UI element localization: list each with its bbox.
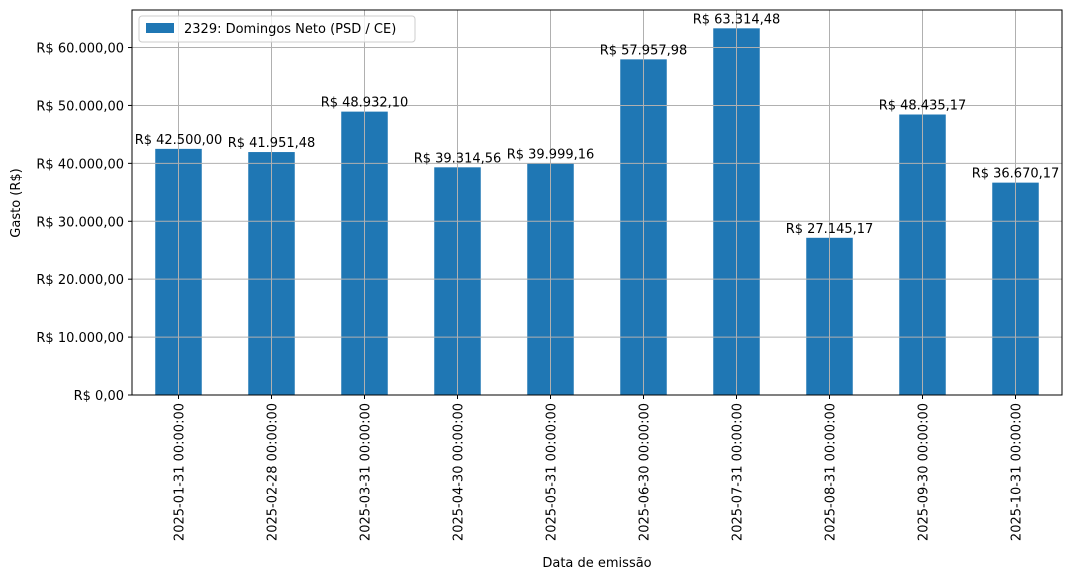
legend: 2329: Domingos Neto (PSD / CE) [138, 15, 416, 43]
data-label: R$ 27.145,17 [786, 222, 874, 237]
data-label: R$ 48.435,17 [879, 99, 967, 114]
legend-label: 2329: Domingos Neto (PSD / CE) [184, 22, 396, 37]
y-tick-label: R$ 30.000,00 [36, 215, 124, 230]
x-tick-label: 2025-05-31 00:00:00 [545, 403, 560, 541]
data-label: R$ 63.314,48 [693, 12, 781, 27]
data-label: R$ 42.500,00 [135, 133, 223, 148]
legend-box [138, 15, 416, 43]
data-label: R$ 36.670,17 [972, 167, 1060, 182]
plot-frame [131, 9, 1063, 396]
x-tick-label: 2025-10-31 00:00:00 [1010, 403, 1025, 541]
x-tick-label: 2025-06-30 00:00:00 [638, 403, 653, 541]
legend-swatch [146, 23, 174, 33]
y-tick-label: R$ 40.000,00 [36, 157, 124, 172]
data-label: R$ 48.932,10 [321, 96, 409, 111]
x-tick-label: 2025-04-30 00:00:00 [452, 403, 467, 541]
y-tick-label: R$ 50.000,00 [36, 99, 124, 114]
x-tick-label: 2025-02-28 00:00:00 [266, 403, 281, 541]
x-axis-label: Data de emissão [542, 556, 651, 571]
x-tick-label: 2025-01-31 00:00:00 [173, 403, 188, 541]
x-tick-label: 2025-03-31 00:00:00 [359, 403, 374, 541]
data-label: R$ 41.951,48 [228, 136, 316, 151]
data-label: R$ 39.999,16 [507, 147, 595, 162]
x-tick-label: 2025-09-30 00:00:00 [917, 403, 932, 541]
y-tick-label: R$ 60.000,00 [36, 42, 124, 57]
data-label: R$ 39.314,56 [414, 151, 502, 166]
y-tick-label: R$ 20.000,00 [36, 273, 124, 288]
data-label: R$ 57.957,98 [600, 43, 688, 58]
y-tick-label: R$ 0,00 [74, 389, 124, 404]
y-tick-label: R$ 10.000,00 [36, 331, 124, 346]
x-tick-label: 2025-07-31 00:00:00 [731, 403, 746, 541]
y-axis-label: Gasto (R$) [9, 168, 24, 237]
x-tick-label: 2025-08-31 00:00:00 [824, 403, 839, 541]
